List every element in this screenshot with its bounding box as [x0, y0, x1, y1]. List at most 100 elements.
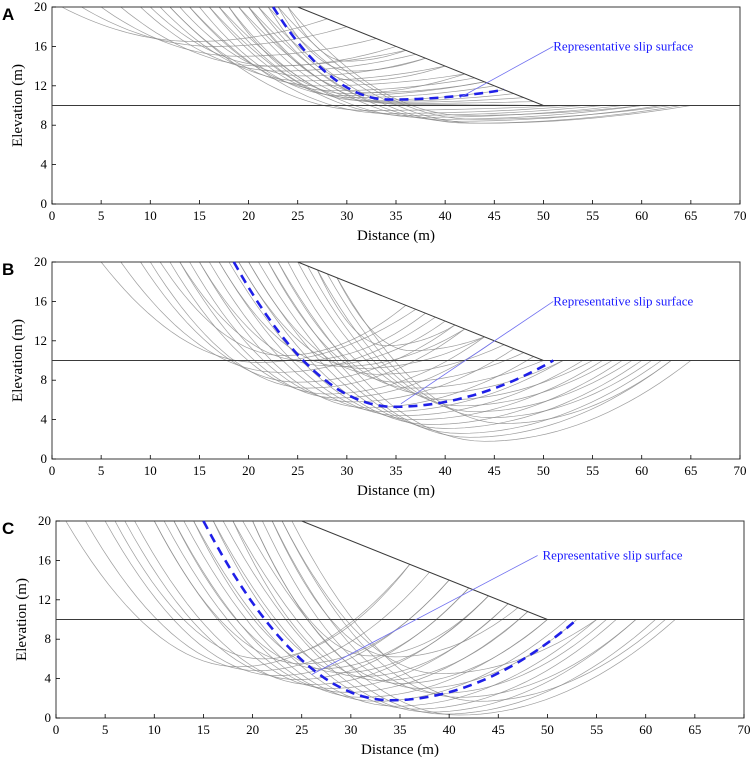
- x-tick-label: 70: [734, 208, 747, 223]
- trial-slip-surface: [287, 6, 642, 116]
- x-tick-label: 40: [439, 463, 452, 478]
- representative-slip-surface: [202, 520, 578, 702]
- trial-slip-surface: [120, 6, 406, 67]
- trial-slip-surface: [281, 520, 597, 675]
- trial-slip-surface: [100, 261, 416, 363]
- trial-slip-surface: [193, 520, 597, 707]
- trial-slip-surface: [336, 277, 485, 351]
- trial-slip-surface: [212, 520, 509, 677]
- x-tick-label: 15: [197, 722, 210, 737]
- trial-slip-surface: [271, 520, 519, 658]
- y-tick-label: 0: [41, 451, 48, 466]
- panel-letter: A: [2, 5, 14, 24]
- trial-slip-surface: [222, 520, 637, 713]
- x-tick-label: 50: [541, 722, 554, 737]
- slope-profile: [52, 261, 740, 361]
- trial-slip-surface: [159, 261, 407, 356]
- slope-profile: [52, 6, 740, 106]
- trial-slip-surface: [140, 261, 456, 383]
- trial-slip-surface: [281, 520, 637, 698]
- x-tick-label: 65: [688, 722, 701, 737]
- trial-slip-surface: [209, 6, 603, 116]
- trial-slip-surface: [238, 261, 623, 425]
- x-tick-label: 45: [488, 208, 501, 223]
- trial-slip-surface: [252, 520, 489, 657]
- trial-slip-surface: [277, 261, 692, 442]
- x-axis-title: Distance (m): [357, 228, 435, 244]
- y-axis-title: Elevation (m): [10, 319, 26, 402]
- annotation-leader: [459, 46, 554, 98]
- x-tick-label: 60: [635, 463, 648, 478]
- trial-slip-surface: [183, 520, 568, 702]
- trial-slip-surface: [65, 520, 411, 668]
- y-tick-label: 0: [41, 196, 48, 211]
- annotation-label: Representative slip surface: [543, 547, 683, 562]
- trial-slip-surface: [153, 520, 450, 665]
- representative-slip-surface: [272, 6, 505, 101]
- trial-slip-surface: [336, 277, 672, 424]
- y-tick-label: 12: [34, 333, 47, 348]
- trial-slip-surface: [169, 6, 564, 111]
- x-tick-label: 0: [49, 208, 56, 223]
- trial-slip-surface: [297, 261, 593, 401]
- x-tick-label: 60: [635, 208, 648, 223]
- x-tick-label: 25: [295, 722, 308, 737]
- x-tick-label: 5: [98, 463, 105, 478]
- y-tick-label: 8: [41, 372, 48, 387]
- trial-slip-surface: [120, 261, 436, 373]
- x-tick-label: 0: [49, 463, 56, 478]
- trial-slip-surface: [169, 261, 485, 395]
- x-tick-label: 10: [148, 722, 161, 737]
- x-tick-label: 20: [242, 463, 255, 478]
- y-tick-label: 20: [34, 254, 47, 269]
- annotation-label: Representative slip surface: [553, 38, 693, 53]
- x-tick-label: 65: [684, 463, 697, 478]
- x-tick-label: 50: [537, 208, 550, 223]
- trial-slip-surface: [209, 6, 495, 98]
- trial-slip-surface: [81, 6, 347, 47]
- x-tick-label: 0: [53, 722, 60, 737]
- y-tick-label: 16: [34, 293, 48, 308]
- trial-slip-surface: [248, 6, 485, 94]
- representative-slip-surface: [232, 261, 554, 409]
- x-tick-label: 40: [439, 208, 452, 223]
- y-tick-label: 4: [41, 412, 48, 427]
- x-tick-label: 35: [394, 722, 407, 737]
- trial-slip-surface: [238, 261, 485, 369]
- trial-slip-surface: [277, 6, 426, 72]
- y-tick-label: 12: [34, 78, 47, 93]
- trial-slip-surface: [248, 261, 642, 429]
- trial-slip-surface: [326, 273, 652, 418]
- x-tick-label: 10: [144, 463, 157, 478]
- trial-slip-surface: [287, 6, 406, 62]
- x-tick-label: 55: [586, 208, 599, 223]
- y-axis-title: Elevation (m): [10, 64, 26, 147]
- annotation-label: Representative slip surface: [553, 293, 693, 308]
- trial-slip-surface: [212, 520, 617, 710]
- trial-slip-surface: [248, 261, 505, 375]
- trial-slip-surface: [248, 6, 534, 104]
- panel-a: Representative slip surface 0 5 10 15 20 25 30 3…: [2, 0, 747, 244]
- trial-slip-surface: [199, 261, 446, 366]
- trial-slip-surface: [85, 520, 430, 672]
- trial-slip-surface: [267, 261, 672, 438]
- trial-slip-surfaces: [100, 261, 692, 442]
- panel-letter: C: [2, 519, 14, 538]
- panel-c: Representative slip surface 0 5 10 15 20 25 30 3…: [2, 513, 751, 758]
- trial-slip-surface: [179, 261, 495, 399]
- trial-slip-surface: [228, 6, 465, 95]
- x-tick-label: 25: [291, 208, 304, 223]
- panel-b: Representative slip surface 0 5 10 15 20 25 30 3…: [2, 254, 747, 499]
- x-tick-label: 35: [390, 463, 403, 478]
- x-tick-label: 20: [246, 722, 259, 737]
- x-tick-label: 10: [144, 208, 157, 223]
- x-tick-label: 5: [102, 722, 109, 737]
- slope-profile: [56, 520, 744, 620]
- trial-slip-surface: [189, 261, 515, 403]
- trial-slip-surface: [104, 520, 450, 676]
- x-tick-label: 15: [193, 463, 206, 478]
- trial-slip-surface: [267, 6, 691, 124]
- y-tick-label: 8: [41, 117, 48, 132]
- trial-slip-surface: [218, 261, 583, 417]
